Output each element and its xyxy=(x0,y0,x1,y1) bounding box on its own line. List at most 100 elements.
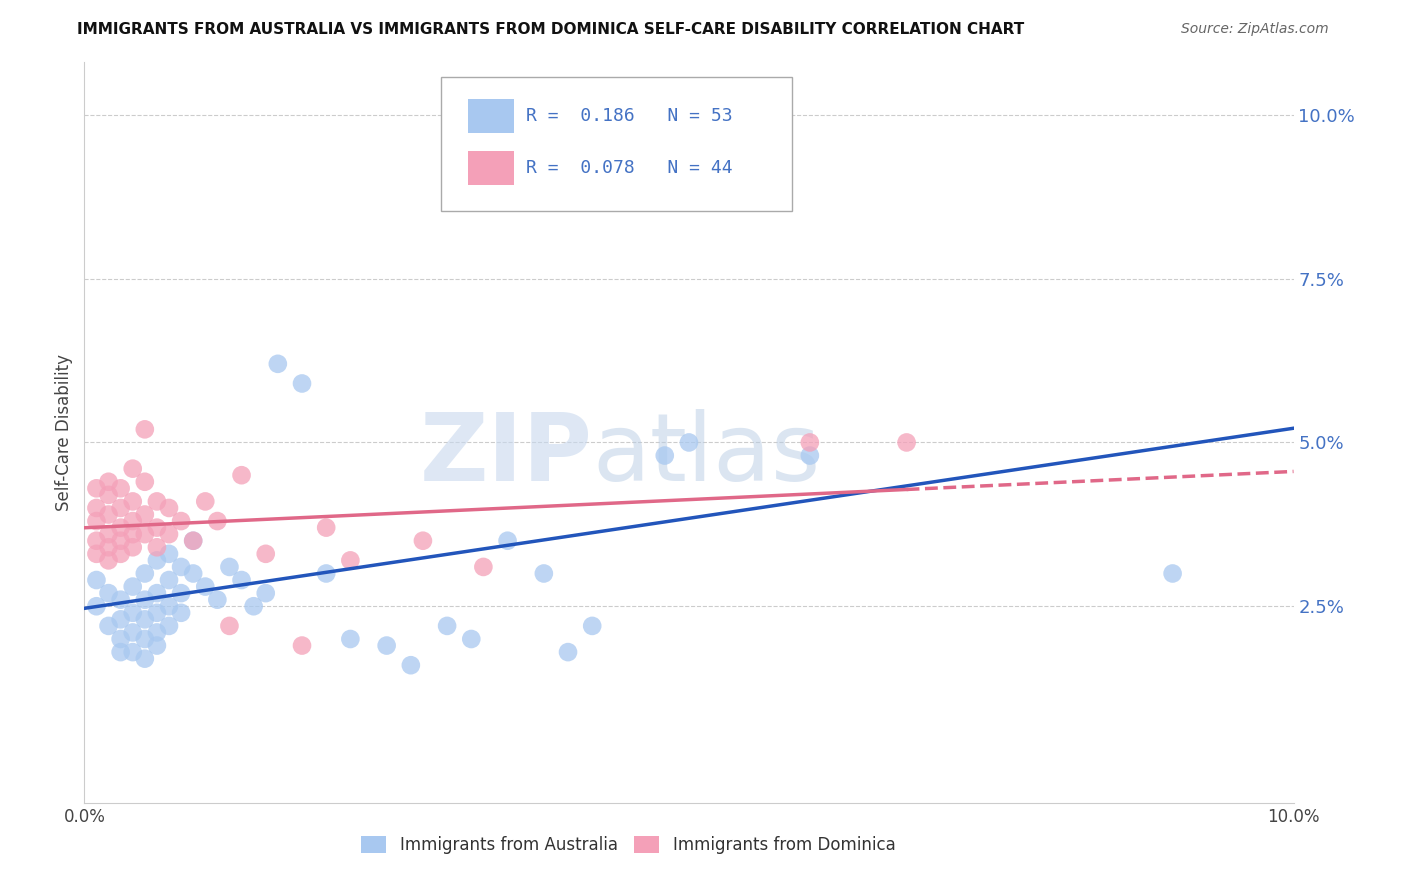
Bar xyxy=(468,152,513,185)
Point xyxy=(97,586,120,600)
Point xyxy=(157,527,180,541)
Y-axis label: Self-Care Disability: Self-Care Disability xyxy=(55,354,73,511)
Point xyxy=(97,553,120,567)
Point xyxy=(194,494,217,508)
Point xyxy=(146,553,169,567)
Text: ZIP: ZIP xyxy=(419,409,592,500)
Point xyxy=(110,592,132,607)
Point xyxy=(86,514,108,528)
Point xyxy=(97,475,120,489)
FancyBboxPatch shape xyxy=(441,78,792,211)
Text: R =  0.186   N = 53: R = 0.186 N = 53 xyxy=(526,107,733,125)
Point xyxy=(134,632,156,646)
Point xyxy=(399,658,422,673)
Point xyxy=(291,639,314,653)
Point xyxy=(1161,566,1184,581)
Point xyxy=(121,580,143,594)
Point xyxy=(533,566,555,581)
Point xyxy=(134,566,156,581)
Point xyxy=(799,435,821,450)
Point xyxy=(472,560,495,574)
Point xyxy=(254,586,277,600)
Point xyxy=(146,521,169,535)
Point xyxy=(121,514,143,528)
Point xyxy=(134,527,156,541)
Point xyxy=(97,508,120,522)
Text: R =  0.078   N = 44: R = 0.078 N = 44 xyxy=(526,159,733,177)
Point xyxy=(121,494,143,508)
Point xyxy=(799,449,821,463)
Point xyxy=(146,494,169,508)
Point xyxy=(121,625,143,640)
Point xyxy=(581,619,603,633)
Point xyxy=(267,357,290,371)
Point xyxy=(134,651,156,665)
Point xyxy=(218,619,240,633)
Point xyxy=(121,606,143,620)
Text: IMMIGRANTS FROM AUSTRALIA VS IMMIGRANTS FROM DOMINICA SELF-CARE DISABILITY CORRE: IMMIGRANTS FROM AUSTRALIA VS IMMIGRANTS … xyxy=(77,22,1025,37)
Point xyxy=(121,645,143,659)
Point xyxy=(254,547,277,561)
Point xyxy=(242,599,264,614)
Point xyxy=(678,435,700,450)
Point xyxy=(194,580,217,594)
Point xyxy=(181,533,204,548)
Point xyxy=(110,612,132,626)
Point xyxy=(146,625,169,640)
Point xyxy=(86,547,108,561)
Point xyxy=(157,619,180,633)
Point xyxy=(121,541,143,555)
Point xyxy=(134,422,156,436)
Point xyxy=(557,108,579,122)
Point xyxy=(654,449,676,463)
Point xyxy=(97,488,120,502)
Point xyxy=(412,533,434,548)
Point xyxy=(110,547,132,561)
Point xyxy=(436,619,458,633)
Point xyxy=(110,500,132,515)
Point xyxy=(97,619,120,633)
Point xyxy=(157,599,180,614)
Point xyxy=(121,527,143,541)
Point xyxy=(86,599,108,614)
Point xyxy=(170,606,193,620)
Point xyxy=(157,573,180,587)
Legend: Immigrants from Australia, Immigrants from Dominica: Immigrants from Australia, Immigrants fr… xyxy=(354,830,903,861)
Point xyxy=(170,586,193,600)
Point xyxy=(134,475,156,489)
Point xyxy=(146,586,169,600)
Point xyxy=(121,461,143,475)
Point xyxy=(110,533,132,548)
Text: atlas: atlas xyxy=(592,409,821,500)
Point xyxy=(231,468,253,483)
Point xyxy=(86,573,108,587)
Point xyxy=(134,508,156,522)
Point xyxy=(146,541,169,555)
Point xyxy=(134,592,156,607)
Point xyxy=(339,632,361,646)
Point xyxy=(110,632,132,646)
Point xyxy=(170,514,193,528)
Point xyxy=(110,481,132,495)
Point xyxy=(181,566,204,581)
Point xyxy=(231,573,253,587)
Point xyxy=(110,645,132,659)
Point xyxy=(86,533,108,548)
Point xyxy=(110,521,132,535)
Point xyxy=(315,566,337,581)
Point xyxy=(86,500,108,515)
Point xyxy=(218,560,240,574)
Point xyxy=(146,639,169,653)
Point xyxy=(97,541,120,555)
Point xyxy=(157,500,180,515)
Point xyxy=(134,612,156,626)
Bar xyxy=(468,99,513,133)
Point xyxy=(460,632,482,646)
Point xyxy=(181,533,204,548)
Point xyxy=(291,376,314,391)
Point xyxy=(207,592,229,607)
Point xyxy=(557,645,579,659)
Text: Source: ZipAtlas.com: Source: ZipAtlas.com xyxy=(1181,22,1329,37)
Point xyxy=(375,639,398,653)
Point xyxy=(157,547,180,561)
